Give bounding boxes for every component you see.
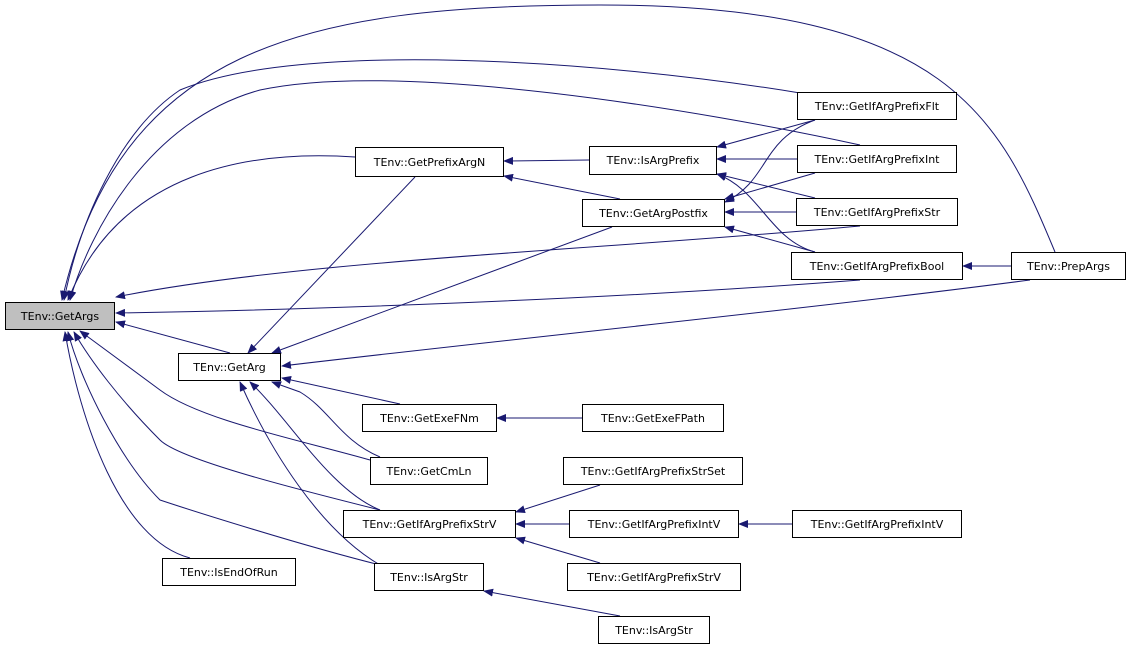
node-strv[interactable]: TEnv::GetIfArgPrefixStrV <box>343 510 516 538</box>
edge-prepargs-to-getargs <box>60 4 1056 301</box>
edge-str-to-getargs <box>115 225 861 300</box>
node-intv[interactable]: TEnv::GetIfArgPrefixIntV <box>569 510 739 538</box>
edge-int-to-getargs <box>68 80 861 301</box>
node-getargs[interactable]: TEnv::GetArgs <box>5 302 115 330</box>
node-cmln[interactable]: TEnv::GetCmLn <box>370 457 488 485</box>
node-prepargs[interactable]: TEnv::PrepArgs <box>1011 252 1126 280</box>
edge-cmln-to-getarg <box>271 381 381 458</box>
edge-isargprefix-to-prefixargn <box>503 156 590 165</box>
edge-flt-to-getargs <box>61 59 801 301</box>
edge-flt-to-postfix <box>724 119 816 203</box>
edge-strv2-to-strv <box>515 536 601 564</box>
node-isargprefix[interactable]: TEnv::IsArgPrefix <box>589 146 717 175</box>
edge-isargstr2-to-isargstr <box>483 588 621 617</box>
node-intv2[interactable]: TEnv::GetIfArgPrefixIntV <box>792 510 962 538</box>
edge-prepargs-to-getarg <box>281 279 1031 369</box>
node-exefnm[interactable]: TEnv::GetExeFNm <box>362 404 497 432</box>
node-int[interactable]: TEnv::GetIfArgPrefixInt <box>797 145 957 173</box>
edge-bool-to-getargs <box>115 279 861 317</box>
node-exefpath[interactable]: TEnv::GetExeFPath <box>582 404 724 432</box>
edge-cmln-to-getargs <box>79 330 371 461</box>
edge-prefixargn-to-getargs <box>67 155 356 301</box>
node-isargstr[interactable]: TEnv::IsArgStr <box>374 563 484 591</box>
node-getarg[interactable]: TEnv::GetArg <box>178 353 281 381</box>
node-str[interactable]: TEnv::GetIfArgPrefixStr <box>796 198 958 226</box>
edge-bool-to-postfix <box>724 225 816 253</box>
node-strset[interactable]: TEnv::GetIfArgPrefixStrSet <box>563 457 743 485</box>
edge-strv-to-getarg <box>249 381 381 511</box>
node-strv2[interactable]: TEnv::GetIfArgPrefixStrV <box>567 563 741 591</box>
edge-strset-to-strv <box>515 484 601 514</box>
node-flt[interactable]: TEnv::GetIfArgPrefixFlt <box>797 92 957 120</box>
edge-flt-to-isargprefix <box>716 119 816 149</box>
edge-isendofrun-to-getargs <box>62 331 191 559</box>
node-isendofrun[interactable]: TEnv::IsEndOfRun <box>162 558 296 586</box>
edge-exefnm-to-getarg <box>281 376 401 405</box>
edge-postfix-to-getarg <box>271 226 613 354</box>
edge-isargstr-to-getarg <box>239 381 381 566</box>
edge-str-to-isargprefix <box>716 172 816 199</box>
edge-int-to-postfix <box>724 172 816 201</box>
node-isargstr2[interactable]: TEnv::IsArgStr <box>598 616 710 644</box>
edge-strv-to-getargs <box>73 331 381 511</box>
edge-prefixargn-to-getarg <box>247 176 416 354</box>
node-bool[interactable]: TEnv::GetIfArgPrefixBool <box>791 252 963 280</box>
node-postfix[interactable]: TEnv::GetArgPostfix <box>582 199 725 227</box>
edge-getarg-to-getargs <box>115 320 231 354</box>
edge-isargstr-to-getargs <box>66 331 381 566</box>
edge-bool-to-isargprefix <box>716 173 816 253</box>
node-prefixargn[interactable]: TEnv::GetPrefixArgN <box>355 147 504 177</box>
edge-postfix-to-prefixargn <box>503 173 621 200</box>
